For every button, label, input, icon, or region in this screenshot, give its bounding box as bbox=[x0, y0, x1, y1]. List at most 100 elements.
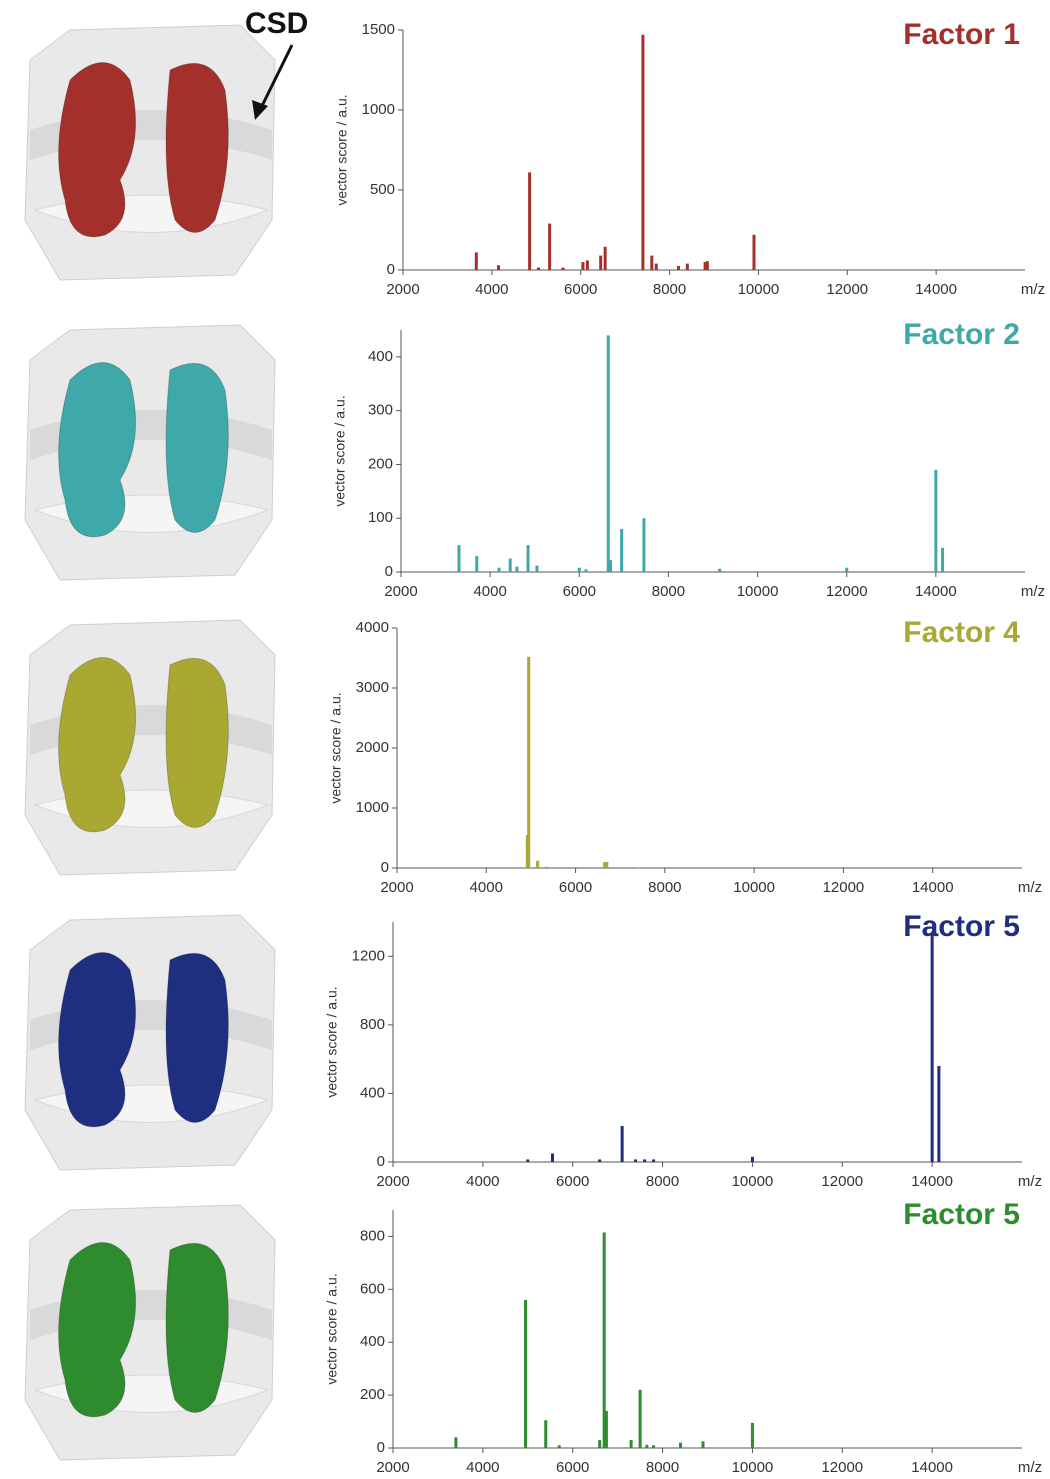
bar bbox=[630, 1440, 633, 1448]
bar bbox=[457, 545, 460, 572]
bar bbox=[475, 252, 478, 270]
x-tick-label: 4000 bbox=[466, 1173, 499, 1190]
bar bbox=[551, 1153, 554, 1162]
y-tick-label: 300 bbox=[368, 402, 393, 419]
bar bbox=[528, 172, 531, 270]
y-tick-label: 800 bbox=[360, 1016, 385, 1033]
bar bbox=[686, 264, 689, 270]
bar bbox=[639, 1390, 642, 1448]
x-tick-label: 6000 bbox=[563, 583, 596, 600]
bar bbox=[586, 260, 589, 270]
bar bbox=[509, 559, 512, 572]
bar bbox=[609, 560, 612, 572]
bar bbox=[752, 235, 755, 270]
y-tick-label: 0 bbox=[377, 1439, 385, 1456]
y-tick-label: 1200 bbox=[352, 947, 385, 964]
bar bbox=[941, 548, 944, 572]
x-tick-label: 10000 bbox=[732, 1173, 774, 1190]
y-axis-label: vector score / a.u. bbox=[334, 94, 350, 205]
bar bbox=[578, 568, 581, 572]
bar bbox=[605, 862, 608, 868]
bar bbox=[679, 1443, 682, 1448]
bar bbox=[527, 657, 530, 868]
x-tick-label: 6000 bbox=[556, 1459, 589, 1476]
bar bbox=[584, 569, 587, 572]
x-tick-label: 10000 bbox=[737, 583, 779, 600]
bar bbox=[604, 247, 607, 270]
bar bbox=[845, 568, 848, 572]
x-tick-label: 14000 bbox=[915, 281, 957, 298]
x-tick-label: 2000 bbox=[376, 1459, 409, 1476]
x-tick-label: 14000 bbox=[912, 879, 954, 896]
x-tick-label: 8000 bbox=[653, 281, 686, 298]
y-axis-label: vector score / a.u. bbox=[324, 986, 340, 1097]
x-tick-label: 14000 bbox=[911, 1459, 953, 1476]
x-tick-label: 12000 bbox=[821, 1173, 863, 1190]
y-tick-label: 100 bbox=[368, 509, 393, 526]
x-tick-label: 8000 bbox=[646, 1173, 679, 1190]
bar bbox=[931, 932, 934, 1162]
x-tick-label: 4000 bbox=[466, 1459, 499, 1476]
bar bbox=[643, 1159, 646, 1162]
bar bbox=[581, 262, 584, 270]
x-tick-label: 2000 bbox=[384, 583, 417, 600]
x-tick-label: 6000 bbox=[564, 281, 597, 298]
y-tick-label: 4000 bbox=[356, 619, 389, 636]
x-tick-label: 12000 bbox=[826, 281, 868, 298]
x-tick-label: 14000 bbox=[911, 1173, 953, 1190]
x-tick-label: 12000 bbox=[821, 1459, 863, 1476]
rendering bbox=[25, 325, 275, 580]
y-axis-label: vector score / a.u. bbox=[324, 1273, 340, 1384]
y-tick-label: 1000 bbox=[356, 799, 389, 816]
x-axis-label: m/z bbox=[1018, 1459, 1042, 1476]
y-tick-label: 0 bbox=[381, 859, 389, 876]
bar bbox=[620, 529, 623, 572]
bar bbox=[937, 1066, 940, 1162]
bar bbox=[598, 1440, 601, 1448]
x-axis-label: m/z bbox=[1018, 879, 1042, 896]
bar bbox=[634, 1159, 637, 1162]
bar bbox=[718, 569, 721, 572]
bar bbox=[605, 1411, 608, 1448]
bar bbox=[526, 1159, 529, 1162]
bar bbox=[751, 1423, 754, 1448]
x-tick-label: 6000 bbox=[556, 1173, 589, 1190]
bar bbox=[655, 264, 658, 270]
bar bbox=[751, 1157, 754, 1162]
figure: CSD0500100015002000400060008000100001200… bbox=[0, 0, 1050, 1479]
bar bbox=[706, 261, 709, 270]
bar bbox=[515, 567, 518, 572]
x-tick-label: 10000 bbox=[738, 281, 780, 298]
y-tick-label: 1000 bbox=[362, 101, 395, 118]
x-tick-label: 8000 bbox=[648, 879, 681, 896]
y-tick-label: 400 bbox=[368, 348, 393, 365]
x-tick-label: 8000 bbox=[652, 583, 685, 600]
bar bbox=[637, 867, 640, 868]
y-tick-label: 200 bbox=[368, 455, 393, 472]
y-tick-label: 0 bbox=[377, 1153, 385, 1170]
x-tick-label: 2000 bbox=[380, 879, 413, 896]
bar bbox=[454, 1437, 457, 1448]
bar bbox=[621, 1126, 624, 1162]
bar bbox=[558, 1445, 561, 1448]
bar bbox=[599, 256, 602, 270]
bar bbox=[475, 556, 478, 572]
rendering bbox=[25, 1205, 275, 1460]
bar bbox=[642, 518, 645, 572]
y-axis-label: vector score / a.u. bbox=[332, 395, 348, 506]
bar bbox=[536, 861, 539, 868]
x-tick-label: 14000 bbox=[915, 583, 957, 600]
chart-title: Factor 2 bbox=[903, 318, 1020, 351]
y-tick-label: 0 bbox=[385, 563, 393, 580]
x-tick-label: 10000 bbox=[732, 1459, 774, 1476]
bar bbox=[702, 1441, 705, 1448]
y-tick-label: 400 bbox=[360, 1084, 385, 1101]
rendering bbox=[25, 915, 275, 1170]
bar bbox=[561, 268, 564, 270]
y-tick-label: 0 bbox=[387, 261, 395, 278]
y-tick-label: 1500 bbox=[362, 21, 395, 38]
x-tick-label: 4000 bbox=[470, 879, 503, 896]
annotation: CSD bbox=[245, 7, 308, 40]
bar bbox=[645, 1445, 648, 1448]
y-tick-label: 800 bbox=[360, 1227, 385, 1244]
